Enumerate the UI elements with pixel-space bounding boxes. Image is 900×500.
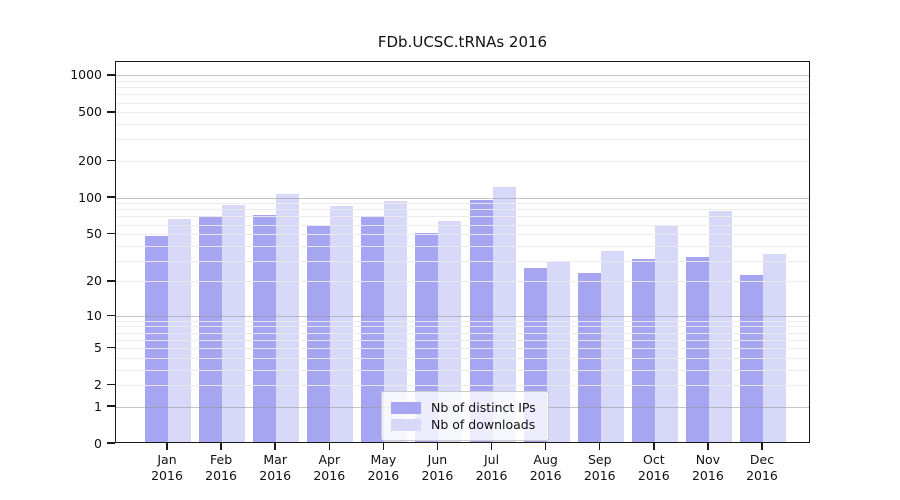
gridline-minor bbox=[116, 87, 809, 89]
y-tick-mark-0 bbox=[107, 442, 115, 444]
gridline-minor bbox=[116, 203, 809, 205]
bar-downloads-nov bbox=[708, 210, 732, 442]
bar-downloads-jan bbox=[168, 218, 191, 442]
gridline-minor bbox=[116, 326, 809, 328]
y-tick-label-50: 50 bbox=[86, 226, 102, 242]
y-tick-mark-5 bbox=[107, 346, 115, 349]
y-tick-mark-10 bbox=[107, 314, 115, 316]
bar-downloads-aug bbox=[546, 260, 570, 442]
y-tick-mark-500 bbox=[107, 111, 115, 113]
y-tick-label-20: 20 bbox=[86, 273, 102, 289]
x-tick-label-jul: Jul 2016 bbox=[475, 452, 508, 483]
legend-label-distinct-ips: Nb of distinct IPs bbox=[431, 400, 536, 415]
y-tick-label-5: 5 bbox=[94, 340, 102, 356]
gridline-minor bbox=[116, 94, 809, 96]
legend-label-downloads: Nb of downloads bbox=[431, 417, 536, 432]
x-tick-label-apr: Apr 2016 bbox=[313, 452, 346, 483]
bar-distinct-ips-jan bbox=[145, 235, 168, 442]
legend-swatch-distinct-ips bbox=[391, 401, 421, 414]
legend: Nb of distinct IPs Nb of downloads bbox=[381, 391, 549, 441]
y-tick-mark-2 bbox=[107, 383, 115, 386]
x-tick-mark-feb bbox=[220, 443, 222, 450]
x-tick-label-feb: Feb 2016 bbox=[205, 452, 237, 483]
x-tick-mark-dec bbox=[761, 443, 763, 450]
gridline-major bbox=[116, 197, 809, 199]
x-tick-label-mar: Mar 2016 bbox=[259, 452, 292, 483]
x-tick-mark-mar bbox=[274, 443, 276, 450]
x-tick-mark-jun bbox=[436, 443, 439, 450]
y-tick-label-100: 100 bbox=[78, 189, 102, 205]
bar-downloads-mar bbox=[276, 194, 300, 442]
bar-downloads-feb bbox=[222, 204, 246, 442]
y-tick-mark-1000 bbox=[107, 74, 115, 76]
bar-downloads-sep bbox=[600, 251, 624, 442]
gridline-minor bbox=[116, 260, 809, 262]
bar-downloads-apr bbox=[330, 205, 354, 442]
y-tick-mark-1 bbox=[107, 405, 115, 407]
bar-distinct-ips-sep bbox=[577, 272, 601, 442]
y-tick-mark-100 bbox=[107, 196, 115, 198]
gridline-minor bbox=[116, 348, 809, 350]
y-tick-label-500: 500 bbox=[78, 104, 102, 120]
legend-item-distinct-ips: Nb of distinct IPs bbox=[391, 399, 539, 416]
x-tick-label-sep: Sep 2016 bbox=[583, 452, 616, 483]
gridline-minor bbox=[116, 124, 809, 126]
bar-distinct-ips-jun bbox=[415, 232, 439, 442]
y-tick-label-1000: 1000 bbox=[70, 67, 102, 83]
grid-layer bbox=[116, 62, 809, 442]
gridline-minor bbox=[116, 384, 809, 386]
gridline-minor bbox=[116, 281, 809, 283]
bar-distinct-ips-nov bbox=[685, 257, 709, 442]
y-tick-mark-20 bbox=[107, 280, 115, 282]
y-tick-label-200: 200 bbox=[78, 152, 102, 168]
gridline-minor bbox=[116, 234, 809, 236]
gridline-minor bbox=[116, 369, 809, 371]
gridline-minor bbox=[116, 112, 809, 114]
x-tick-mark-may bbox=[382, 443, 385, 450]
gridline-minor bbox=[116, 160, 809, 162]
gridline-minor bbox=[116, 224, 809, 226]
gridline-minor bbox=[116, 357, 809, 359]
x-tick-label-aug: Aug 2016 bbox=[529, 452, 562, 483]
gridline-minor bbox=[116, 332, 809, 334]
y-tick-label-10: 10 bbox=[86, 307, 102, 323]
gridline-major bbox=[116, 75, 809, 77]
x-tick-mark-sep bbox=[598, 443, 601, 450]
x-tick-label-jan: Jan 2016 bbox=[151, 452, 183, 483]
x-tick-label-dec: Dec 2016 bbox=[746, 452, 778, 483]
gridline-minor bbox=[116, 209, 809, 211]
x-tick-label-nov: Nov 2016 bbox=[691, 452, 724, 483]
gridline-minor bbox=[116, 339, 809, 341]
y-tick-label-2: 2 bbox=[94, 376, 102, 392]
bar-downloads-jul bbox=[492, 186, 516, 442]
x-tick-mark-aug bbox=[544, 443, 547, 450]
y-tick-mark-200 bbox=[107, 159, 115, 162]
legend-swatch-downloads bbox=[391, 418, 421, 431]
x-tick-label-oct: Oct 2016 bbox=[637, 452, 670, 483]
gridline-minor bbox=[116, 245, 809, 247]
gridline-major bbox=[116, 315, 809, 317]
y-tick-label-1: 1 bbox=[94, 398, 102, 414]
bar-distinct-ips-oct bbox=[631, 259, 655, 442]
bar-downloads-jun bbox=[438, 221, 462, 442]
x-tick-label-jun: Jun 2016 bbox=[421, 452, 454, 483]
gridline-minor bbox=[116, 102, 809, 104]
x-tick-mark-nov bbox=[707, 443, 709, 450]
legend-item-downloads: Nb of downloads bbox=[391, 416, 539, 433]
y-tick-mark-50 bbox=[107, 232, 115, 235]
gridline-minor bbox=[116, 320, 809, 322]
x-tick-mark-apr bbox=[328, 443, 331, 450]
x-tick-mark-jan bbox=[166, 443, 168, 450]
gridline-minor bbox=[116, 216, 809, 218]
y-tick-label-0: 0 bbox=[94, 435, 102, 451]
x-tick-label-may: May 2016 bbox=[367, 452, 400, 483]
x-tick-mark-oct bbox=[653, 443, 655, 450]
chart-title: FDb.UCSC.tRNAs 2016 bbox=[377, 33, 548, 51]
plot-area: Nb of distinct IPs Nb of downloads bbox=[115, 61, 810, 443]
gridline-minor bbox=[116, 81, 809, 83]
gridline-minor bbox=[116, 139, 809, 141]
x-tick-mark-jul bbox=[490, 443, 493, 450]
